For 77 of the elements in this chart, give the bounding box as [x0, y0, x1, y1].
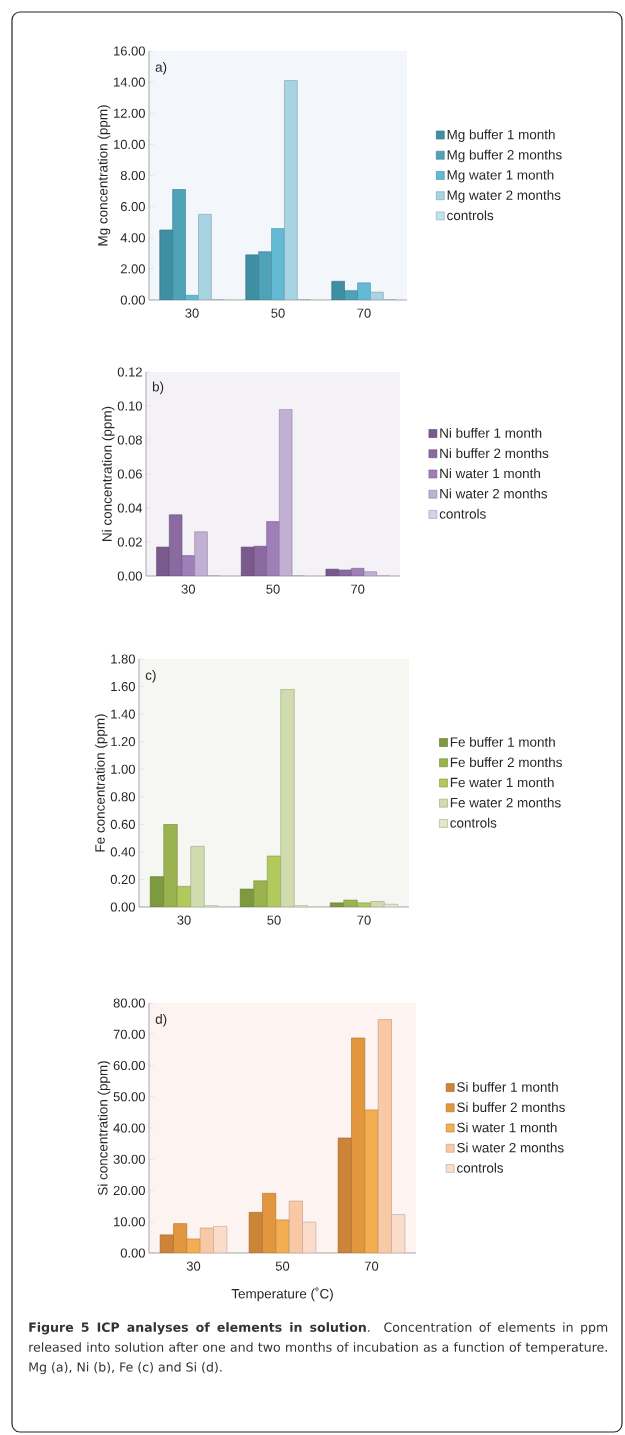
y-tick-label: 8.00: [120, 170, 145, 181]
x-tick-label: 30: [181, 584, 196, 594]
y-tick-label: 0.00: [120, 1248, 145, 1258]
y-tick-label: 1.80: [111, 654, 135, 664]
y-axis-title: Fe concentration (ppm): [94, 714, 108, 852]
y-tick-label: 20.00: [113, 1185, 145, 1196]
legend-label: Fe buffer 1 month: [450, 736, 555, 747]
x-tick-label: 30: [186, 1261, 201, 1271]
x-tick-label: 70: [351, 584, 365, 594]
x-tick-label: 70: [357, 308, 371, 318]
y-tick-label: 0.04: [117, 503, 143, 513]
y-tick-label: 6.00: [120, 202, 145, 212]
y-tick-label: 0.12: [117, 367, 142, 377]
y-tick-label: 2.00: [120, 264, 145, 274]
y-tick-label: 30.00: [113, 1154, 145, 1164]
x-tick-label: 70: [357, 915, 371, 925]
x-tick-label: 50: [267, 915, 281, 925]
y-tick-label: 1.40: [111, 709, 135, 719]
legend-label: Fe buffer 2 months: [450, 757, 562, 768]
x-tick-label: 50: [266, 584, 280, 594]
y-tick-label: 60.00: [113, 1060, 145, 1071]
legend-label: Si water 1 month: [457, 1122, 557, 1133]
legend-label: Ni buffer 2 months: [440, 448, 549, 459]
legend-label: Mg water 2 months: [447, 190, 561, 203]
y-tick-label: 14.00: [114, 77, 145, 87]
y-tick-label: 0.00: [117, 571, 142, 581]
legend-label: Fe water 1 month: [450, 777, 554, 788]
annotation: c): [145, 669, 156, 683]
y-tick-label: 10.00: [114, 139, 145, 149]
y-tick-label: 10.00: [114, 1217, 145, 1227]
y-tick-label: 1.00: [111, 764, 135, 774]
y-tick-label: 80.00: [113, 998, 145, 1008]
x-tick-label: 50: [271, 308, 285, 318]
legend-label: controls: [439, 508, 486, 519]
y-tick-label: 0.00: [110, 902, 135, 912]
y-tick-label: 0.80: [110, 792, 135, 802]
legend-label: Mg water 1 month: [447, 169, 554, 183]
y-tick-label: 70.00: [113, 1029, 145, 1039]
y-tick-label: 4.00: [120, 233, 145, 243]
y-tick-label: 0.06: [117, 469, 142, 479]
legend-label: Si buffer 2 months: [457, 1102, 565, 1113]
y-axis-title: Ni concentration (ppm): [101, 406, 115, 541]
y-axis-title: Mg concentration (ppm): [97, 105, 111, 246]
x-tick-label: 30: [185, 308, 199, 318]
legend-label: controls: [450, 817, 497, 828]
legend-label: Fe water 2 months: [450, 797, 561, 808]
y-tick-label: 1.60: [111, 681, 135, 692]
y-tick-label: 1.20: [111, 737, 135, 747]
y-tick-label: 0.60: [110, 819, 135, 829]
x-tick-label: 70: [364, 1261, 379, 1271]
legend-label: Si water 2 months: [457, 1142, 564, 1153]
y-tick-label: 0.08: [117, 435, 142, 445]
y-tick-label: 16.00: [114, 46, 145, 56]
annotation: a): [155, 61, 167, 75]
y-tick-label: 40.00: [113, 1123, 145, 1133]
y-tick-label: 50.00: [113, 1092, 145, 1102]
x-axis-title: Temperature (˚C): [231, 1287, 333, 1302]
text: Figure 5 ICP analyses of elements in solution. Concentration of elements in ppm released into solution after one and two months of incubation as a function of temperature. Mg (a), Ni (b), Fe (c) and Si (d).: [29, 1322, 608, 1375]
y-tick-label: 0.10: [117, 401, 142, 411]
legend-label: Si buffer 1 month: [457, 1081, 558, 1092]
legend-label: Ni water 1 month: [440, 468, 540, 479]
x-tick-label: 50: [275, 1261, 290, 1271]
y-tick-label: 0.02: [117, 537, 142, 547]
legend-label: Ni buffer 1 month: [440, 427, 542, 438]
y-tick-label: 0.00: [120, 295, 145, 305]
y-tick-label: 12.00: [114, 108, 145, 118]
legend-label: controls: [447, 210, 494, 221]
legend-label: Mg buffer 2 months: [447, 149, 562, 163]
legend-label: Mg buffer 1 month: [447, 129, 555, 142]
annotation: b): [152, 381, 164, 395]
y-tick-label: 0.40: [110, 847, 135, 857]
legend-label: controls: [457, 1162, 504, 1173]
y-axis-title: Si concentration (ppm): [97, 1061, 111, 1196]
annotation: d): [155, 1014, 167, 1027]
legend-label: Ni water 2 months: [440, 488, 548, 499]
y-tick-label: 0.20: [110, 874, 135, 885]
x-tick-label: 30: [177, 915, 191, 925]
